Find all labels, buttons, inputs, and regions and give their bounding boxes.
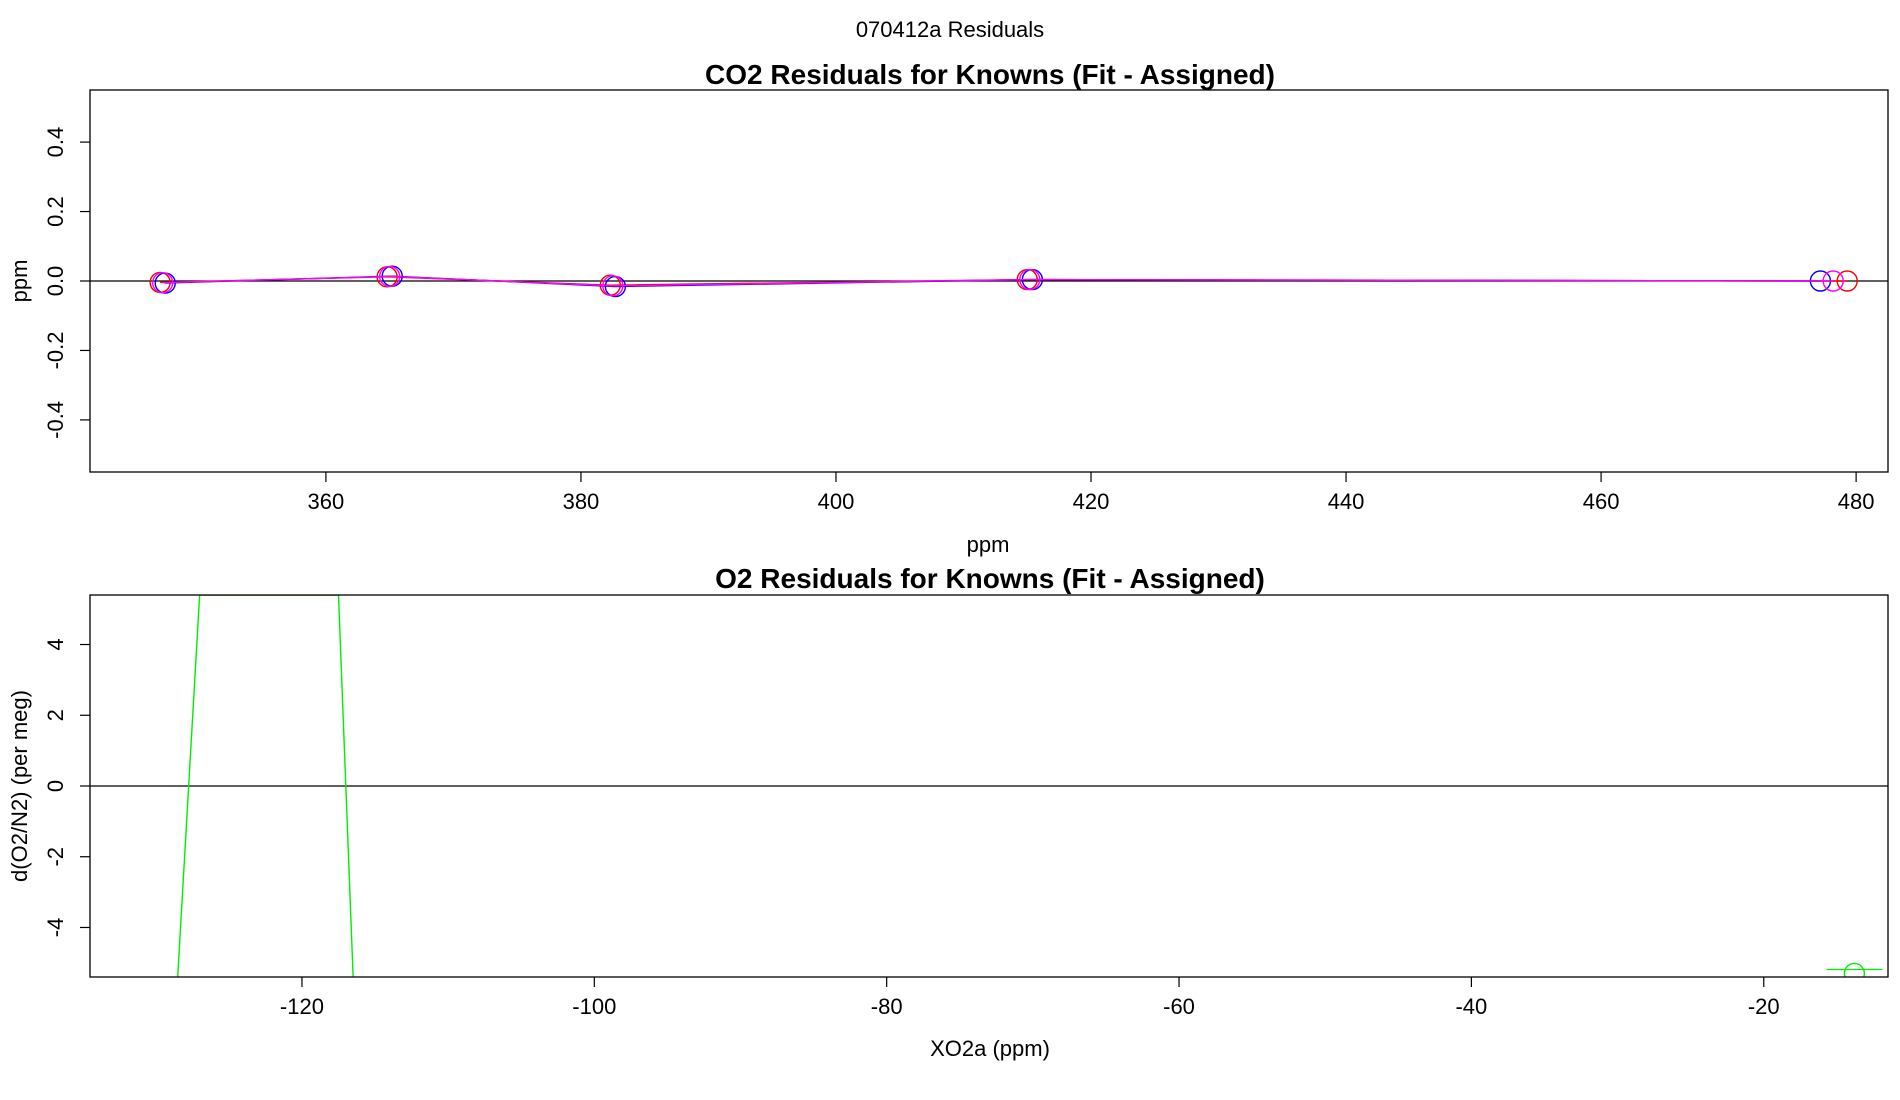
x-tick-label: -60 — [1163, 994, 1195, 1019]
o2-plot-title: O2 Residuals for Knowns (Fit - Assigned) — [715, 563, 1265, 594]
x-tick-label: 460 — [1583, 489, 1620, 514]
series-line — [177, 595, 354, 977]
data-point — [1822, 270, 1844, 292]
y-tick-label: 0.4 — [43, 127, 68, 158]
co2-residuals-plot: CO2 Residuals for Knowns (Fit - Assigned… — [7, 59, 1889, 557]
co2-y-axis-label: ppm — [7, 260, 32, 303]
y-tick-label: -2 — [43, 847, 68, 867]
y-tick-label: 0 — [43, 780, 68, 792]
plot-frame — [89, 594, 1889, 978]
data-point — [378, 265, 401, 288]
data-point — [602, 275, 624, 297]
o2-y-axis-label: d(O2/N2) (per meg) — [7, 690, 32, 882]
y-tick-label: 4 — [43, 638, 68, 650]
y-tick-label: -4 — [43, 918, 68, 938]
co2-plot-title: CO2 Residuals for Knowns (Fit - Assigned… — [705, 59, 1275, 90]
x-tick-label: -120 — [280, 994, 324, 1019]
x-tick-label: 380 — [563, 489, 600, 514]
co2-x-axis-label: ppm — [967, 532, 1010, 557]
o2-x-axis-label: XO2a (ppm) — [930, 1036, 1050, 1061]
x-tick-label: 480 — [1838, 489, 1875, 514]
x-tick-label: -80 — [871, 994, 903, 1019]
data-point — [151, 272, 174, 294]
x-tick-label: 420 — [1073, 489, 1110, 514]
x-tick-label: -40 — [1455, 994, 1487, 1019]
data-point — [1019, 268, 1041, 291]
data-point — [1836, 270, 1858, 292]
y-tick-label: 0.2 — [43, 196, 68, 227]
y-tick-label: -0.2 — [43, 331, 68, 369]
plot-frame — [89, 89, 1889, 473]
x-tick-label: 400 — [818, 489, 855, 514]
series-line — [162, 275, 1834, 287]
y-tick-label: 2 — [43, 709, 68, 721]
y-tick-label: 0.0 — [43, 266, 68, 297]
x-tick-label: -20 — [1748, 994, 1780, 1019]
o2-residuals-plot: O2 Residuals for Knowns (Fit - Assigned)… — [7, 563, 1889, 1061]
page-title: 070412a Residuals — [856, 17, 1044, 42]
x-tick-label: 360 — [308, 489, 345, 514]
y-tick-label: -0.4 — [43, 401, 68, 439]
data-point — [1843, 962, 1866, 977]
x-tick-label: 440 — [1328, 489, 1365, 514]
x-tick-label: -100 — [572, 994, 616, 1019]
